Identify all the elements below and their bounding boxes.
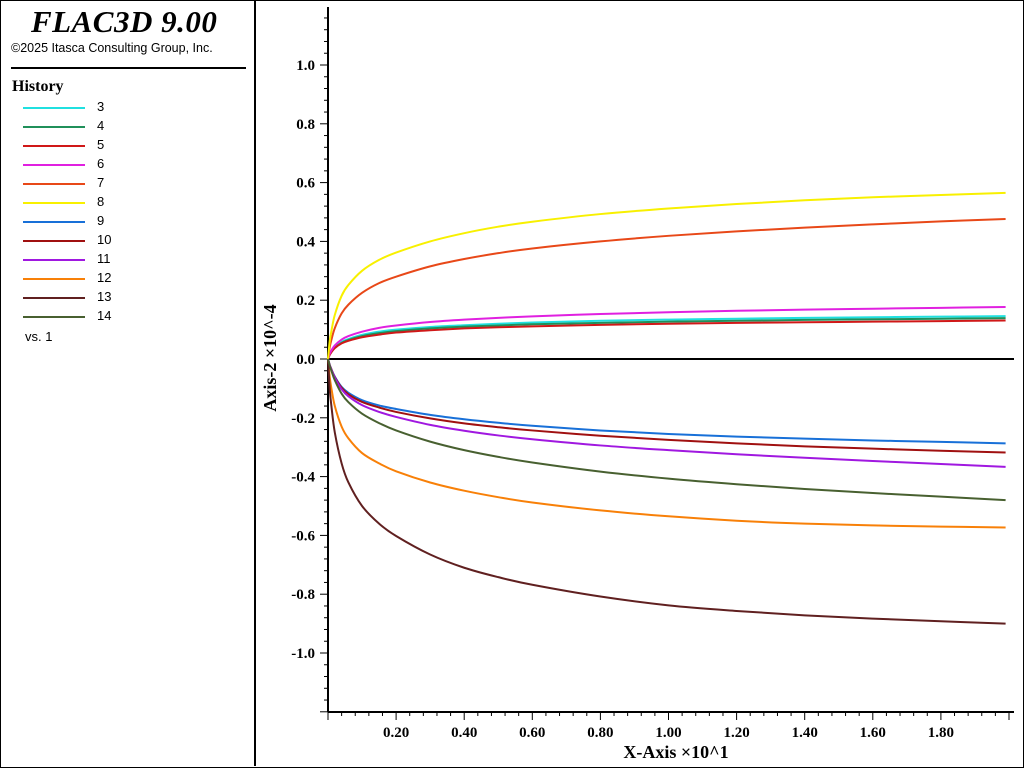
legend-item: 10 bbox=[23, 232, 223, 251]
legend-title: History bbox=[12, 78, 64, 95]
legend-swatch bbox=[23, 202, 85, 204]
legend-swatch bbox=[23, 107, 85, 109]
legend-item: 14 bbox=[23, 308, 223, 327]
legend-item: 6 bbox=[23, 156, 223, 175]
y-tick-label: 1.0 bbox=[296, 58, 315, 74]
legend-label: 8 bbox=[97, 194, 105, 209]
legend-label: 3 bbox=[97, 99, 105, 114]
legend-label: 7 bbox=[97, 175, 105, 190]
series-line-6 bbox=[327, 305, 1006, 360]
x-tick-label: 1.60 bbox=[860, 725, 886, 741]
x-tick-label: 0.40 bbox=[451, 725, 477, 741]
y-tick-label: 0.4 bbox=[296, 234, 315, 250]
y-tick-label: -0.8 bbox=[291, 587, 315, 603]
legend-item: 11 bbox=[23, 251, 223, 270]
series-line-8 bbox=[327, 191, 1006, 360]
legend-swatch bbox=[23, 259, 85, 261]
legend-item: 12 bbox=[23, 270, 223, 289]
y-tick-label: -0.2 bbox=[291, 411, 315, 427]
series-line-10 bbox=[327, 358, 1006, 454]
series-group bbox=[327, 191, 1006, 625]
y-tick-label: -0.4 bbox=[291, 470, 315, 486]
legend-swatch bbox=[23, 221, 85, 223]
legend-item: 4 bbox=[23, 118, 223, 137]
app-title: FLAC3D 9.00 bbox=[31, 4, 218, 39]
x-tick-label: 1.40 bbox=[792, 725, 818, 741]
legend-swatch bbox=[23, 183, 85, 185]
series-line-12 bbox=[327, 358, 1006, 529]
legend-label: 14 bbox=[97, 308, 112, 323]
series-line-9 bbox=[327, 358, 1006, 445]
legend-item: 5 bbox=[23, 137, 223, 156]
axes-group: 1.0 0.8 0.6 0.4 0.2 0.0 -0.2 -0.4 -0.6 -0.8 -1.0 0.… bbox=[291, 7, 1014, 741]
legend-swatch bbox=[23, 240, 85, 242]
legend-label: 13 bbox=[97, 289, 112, 304]
legend-list: 3 4 5 6 7 8 9 10 11 12 13 14 bbox=[23, 99, 223, 327]
x-tick-label: 1.80 bbox=[928, 725, 954, 741]
series-line-5 bbox=[327, 319, 1006, 360]
legend-swatch bbox=[23, 316, 85, 318]
y-tick-label: -0.6 bbox=[291, 528, 315, 544]
legend-swatch bbox=[23, 126, 85, 128]
x-tick-label: 0.20 bbox=[383, 725, 409, 741]
legend-label: 6 bbox=[97, 156, 105, 171]
series-line-14 bbox=[327, 358, 1006, 502]
legend-label: 4 bbox=[97, 118, 105, 133]
legend-divider bbox=[11, 67, 246, 69]
legend-label: 10 bbox=[97, 232, 112, 247]
x-tick-label: 0.60 bbox=[519, 725, 545, 741]
series-line-7 bbox=[327, 218, 1006, 360]
y-tick-label: 0.0 bbox=[296, 352, 315, 368]
x-tick-label: 1.00 bbox=[655, 725, 681, 741]
copyright-text: ©2025 Itasca Consulting Group, Inc. bbox=[11, 41, 213, 55]
legend-label: 9 bbox=[97, 213, 105, 228]
legend-swatch bbox=[23, 278, 85, 280]
legend-swatch bbox=[23, 164, 85, 166]
x-axis-title: X-Axis ×10^1 bbox=[623, 742, 728, 762]
legend-item: 8 bbox=[23, 194, 223, 213]
y-tick-label: -1.0 bbox=[291, 646, 315, 662]
legend-label: 11 bbox=[97, 251, 111, 266]
legend-panel: FLAC3D 9.00 ©2025 Itasca Consulting Grou… bbox=[1, 1, 256, 766]
legend-label: 5 bbox=[97, 137, 105, 152]
series-line-11 bbox=[327, 358, 1006, 468]
legend-swatch bbox=[23, 297, 85, 299]
legend-item: 7 bbox=[23, 175, 223, 194]
legend-vs-label: vs. 1 bbox=[25, 329, 53, 344]
legend-item: 3 bbox=[23, 99, 223, 118]
y-tick-label: 0.8 bbox=[296, 117, 315, 133]
legend-item: 9 bbox=[23, 213, 223, 232]
y-axis-title: Axis-2 ×10^-4 bbox=[260, 304, 280, 411]
legend-swatch bbox=[23, 145, 85, 147]
legend-label: 12 bbox=[97, 270, 112, 285]
y-tick-label: 0.6 bbox=[296, 176, 315, 192]
y-tick-label: 0.2 bbox=[296, 293, 315, 309]
x-tick-label: 1.20 bbox=[723, 725, 749, 741]
series-line-13 bbox=[327, 358, 1006, 625]
legend-item: 13 bbox=[23, 289, 223, 308]
x-tick-label: 0.80 bbox=[587, 725, 613, 741]
